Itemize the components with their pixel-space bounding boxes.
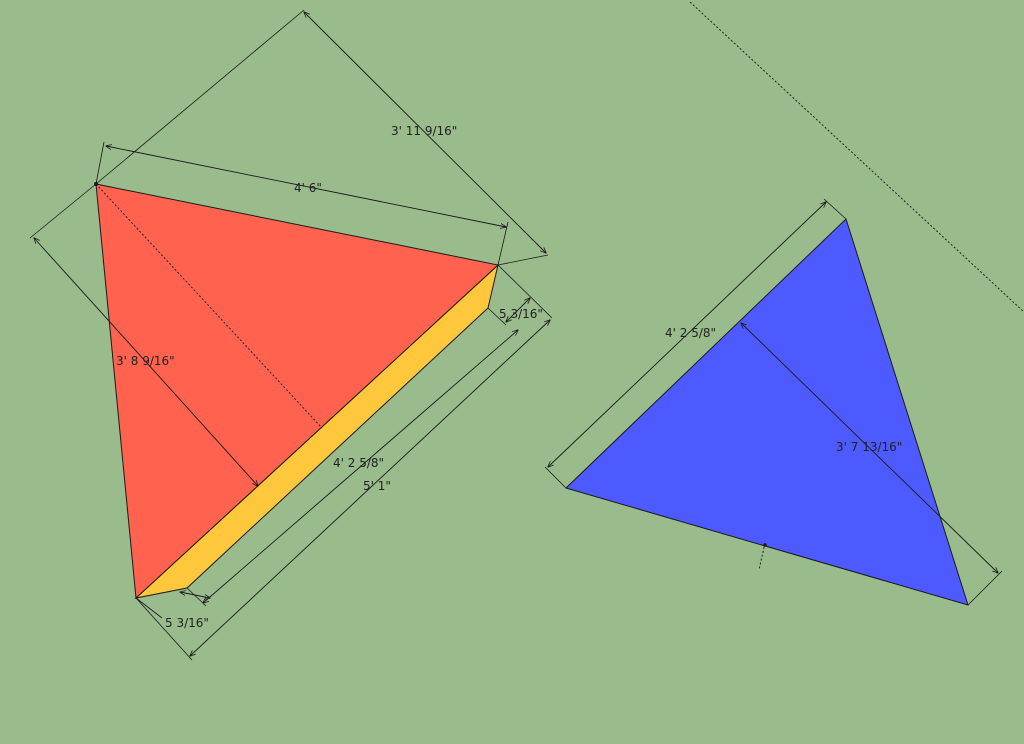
dim-blue-long-edge-label: 4' 2 5/8"	[665, 326, 716, 340]
dim-red-long-edge-total[interactable]: 5' 1"	[135, 320, 550, 661]
red-triangle-solid[interactable]	[94, 182, 500, 600]
dim-red-top-edge-label: 4' 6"	[294, 181, 322, 195]
dim-red-bottom-thickness[interactable]: 5 3/16"	[135, 592, 210, 630]
blue-face[interactable]	[565, 218, 969, 606]
dim-red-bottom-thickness-label: 5 3/16"	[165, 616, 209, 630]
dim-red-top-edge[interactable]: 4' 6"	[95, 141, 509, 266]
blue-triangle-solid[interactable]	[565, 218, 969, 606]
dim-blue-height[interactable]: 3' 7 13/16"	[741, 323, 1003, 606]
dim-blue-long-edge[interactable]: 4' 2 5/8"	[544, 198, 847, 489]
dim-blue-height-label: 3' 7 13/16"	[836, 440, 902, 454]
dim-red-long-edge-total-label: 5' 1"	[363, 479, 391, 493]
blue-edge-point[interactable]	[763, 543, 767, 547]
dim-red-height-outer-label: 3' 11 9/16"	[391, 124, 457, 138]
blue-inference-line	[758, 542, 766, 571]
dim-red-height-inner-label: 3' 8 9/16"	[116, 354, 175, 368]
red-face[interactable]	[95, 183, 500, 600]
dim-red-long-edge-label: 4' 2 5/8"	[333, 456, 384, 470]
dim-red-height-inner[interactable]: 3' 8 9/16"	[29, 183, 258, 486]
dim-red-right-thickness-label: 5 3/16"	[499, 307, 543, 321]
dim-red-right-thickness[interactable]: 5 3/16"	[487, 264, 553, 326]
